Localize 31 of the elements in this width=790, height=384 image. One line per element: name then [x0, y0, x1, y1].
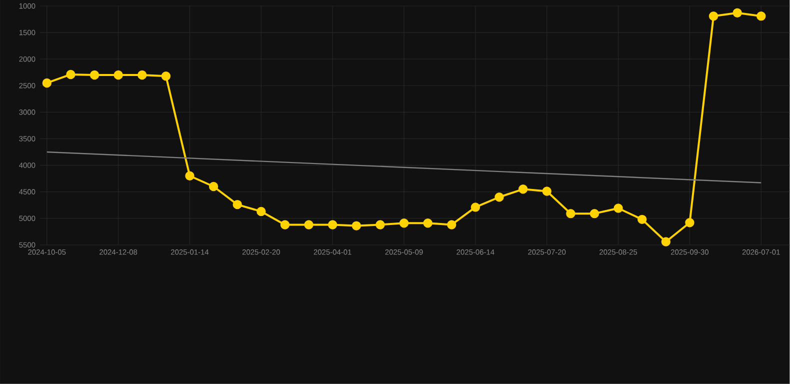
point — [280, 220, 290, 230]
point — [447, 220, 456, 230]
point — [518, 184, 528, 194]
point — [661, 237, 670, 246]
point — [42, 78, 52, 88]
point — [399, 218, 409, 228]
point — [256, 206, 266, 216]
point — [376, 220, 385, 230]
point — [328, 220, 338, 230]
point — [708, 12, 718, 21]
point — [470, 202, 480, 212]
point — [423, 218, 432, 228]
point — [138, 70, 147, 80]
point — [590, 209, 600, 218]
point — [685, 218, 694, 228]
point — [542, 186, 552, 196]
point — [637, 214, 647, 224]
point — [756, 12, 766, 21]
point — [304, 220, 314, 230]
point — [232, 200, 242, 210]
point — [494, 192, 504, 202]
point — [185, 171, 194, 181]
point — [732, 8, 742, 18]
point — [208, 182, 218, 192]
point — [352, 221, 361, 230]
point — [66, 70, 76, 80]
point — [90, 70, 100, 80]
point — [566, 209, 576, 218]
point — [161, 72, 171, 81]
point — [114, 70, 123, 80]
point — [614, 204, 623, 213]
